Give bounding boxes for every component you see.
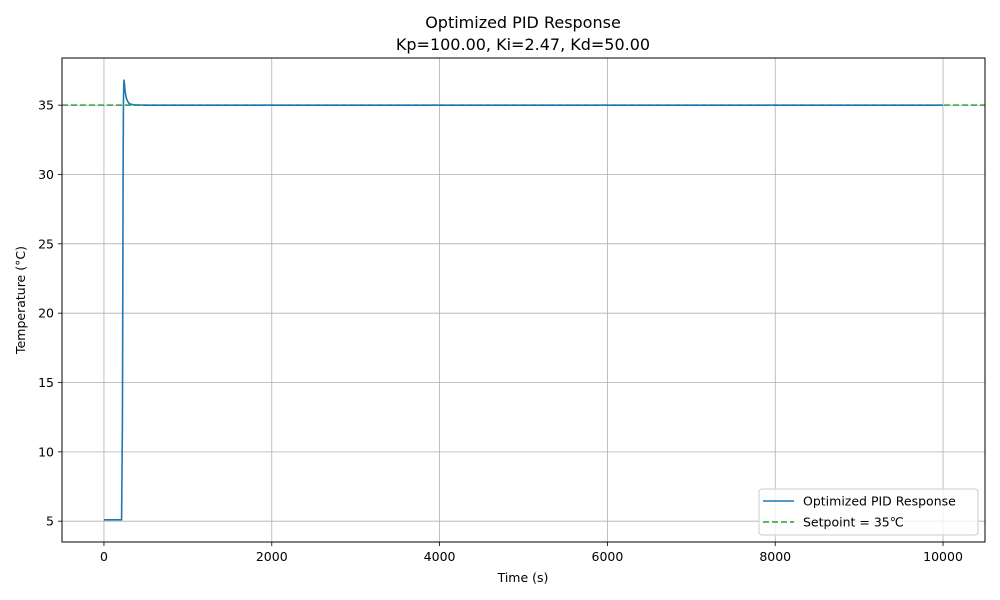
- y-tick-label: 10: [38, 444, 54, 459]
- plot-frame: [61, 57, 986, 543]
- series-line-pid-response: [103, 79, 944, 521]
- legend-entry: Setpoint = 35℃: [803, 515, 904, 530]
- y-tick-label: 25: [38, 236, 54, 251]
- x-tick-label: 0: [100, 549, 108, 564]
- y-tick-label: 15: [38, 375, 54, 390]
- y-tick-label: 20: [38, 306, 54, 321]
- axis-ticks: 0 2000 4000 6000 8000 10000 5 10 15 20 25 30 35: [38, 98, 963, 564]
- x-tick-label: 4000: [424, 549, 456, 564]
- y-tick-label: 5: [46, 514, 54, 529]
- legend: Optimized PID Response Setpoint = 35℃: [758, 488, 979, 536]
- x-axis-label: Time (s): [497, 570, 549, 585]
- legend-box: [758, 488, 979, 536]
- x-tick-label: 2000: [256, 549, 288, 564]
- legend-entry: Optimized PID Response: [803, 494, 956, 509]
- x-tick-label: 10000: [923, 549, 963, 564]
- x-tick-label: 6000: [592, 549, 624, 564]
- plot-series: [62, 79, 985, 521]
- chart-title: Optimized PID Response: [425, 13, 621, 32]
- x-tick-label: 8000: [759, 549, 791, 564]
- y-axis-label: Temperature (°C): [13, 246, 28, 355]
- y-tick-label: 30: [38, 167, 54, 182]
- y-tick-label: 35: [38, 98, 54, 113]
- chart-subtitle: Kp=100.00, Ki=2.47, Kd=50.00: [396, 35, 650, 54]
